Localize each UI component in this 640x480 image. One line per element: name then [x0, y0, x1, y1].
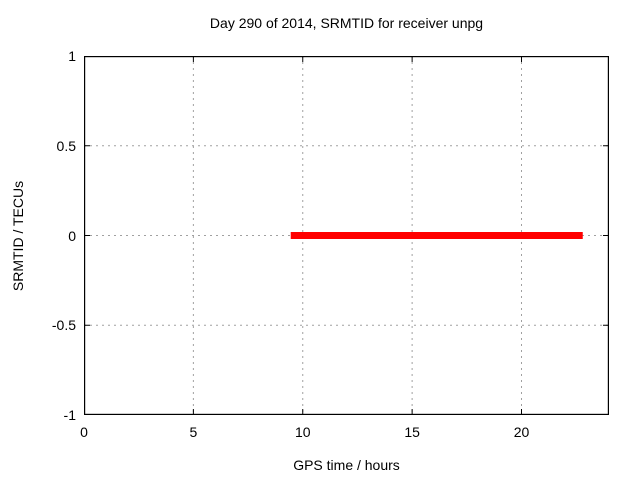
x-axis-label: GPS time / hours — [293, 457, 400, 473]
x-tick-label: 15 — [404, 424, 420, 440]
chart-title: Day 290 of 2014, SRMTID for receiver unp… — [209, 15, 484, 31]
plot-border — [84, 56, 609, 415]
plot-area — [84, 56, 609, 415]
x-tick-label: 10 — [294, 424, 311, 440]
x-tick-label: 0 — [80, 424, 88, 440]
y-tick-label: 1 — [68, 48, 76, 64]
y-tick-label: 0.5 — [56, 137, 76, 154]
y-tick-label: 0 — [68, 227, 76, 244]
x-tick-label: 20 — [513, 424, 530, 440]
x-tick-label: 5 — [189, 424, 198, 440]
y-tick-label: -0.5 — [51, 317, 76, 334]
plot-svg — [84, 56, 609, 415]
y-tick-label: -1 — [63, 407, 76, 423]
